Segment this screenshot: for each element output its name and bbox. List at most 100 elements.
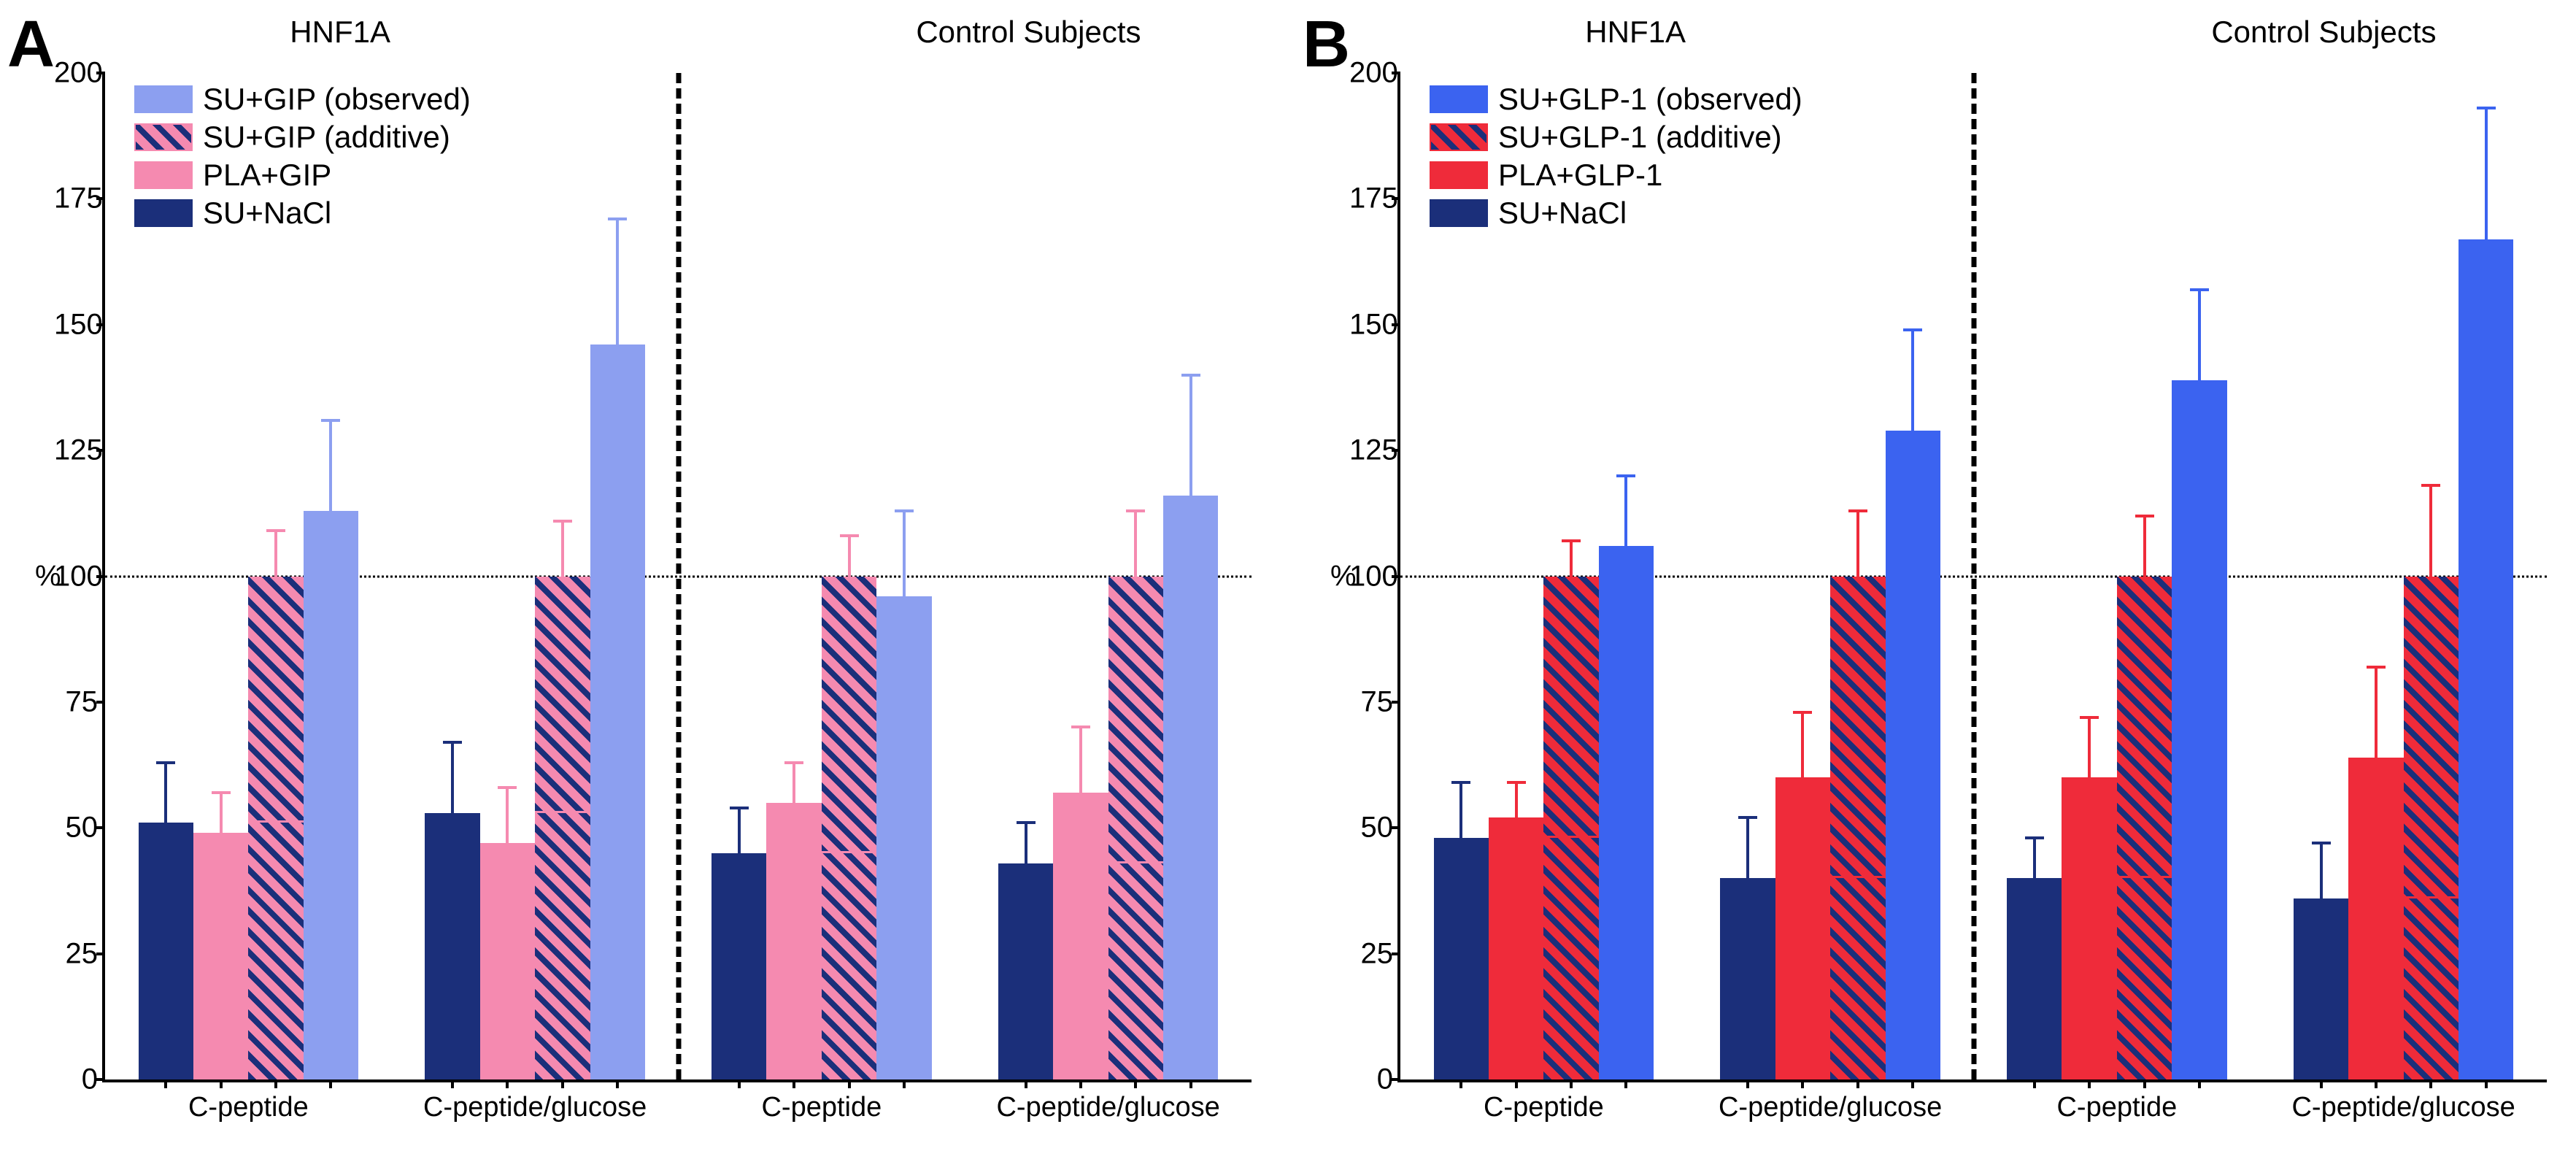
- y-tick-label: 50: [54, 812, 98, 844]
- error-cap: [1616, 474, 1635, 477]
- x-tick-mark: [738, 1079, 741, 1088]
- legend-label: SU+GIP (additive): [203, 120, 450, 155]
- x-tick-mark: [848, 1079, 851, 1088]
- x-tick-mark: [2143, 1079, 2146, 1088]
- legend-item: SU+NaCl: [134, 196, 471, 231]
- error-bar: [848, 536, 851, 576]
- y-tick-label: 25: [54, 937, 98, 970]
- y-tick-mark: [96, 72, 105, 74]
- y-tick-mark: [96, 826, 105, 829]
- legend-swatch: [1430, 85, 1488, 113]
- y-tick-mark: [96, 1078, 105, 1081]
- y-tick-mark: [1392, 323, 1400, 326]
- additive-divider: [1108, 861, 1163, 863]
- error-cap: [498, 786, 517, 789]
- y-tick-label: 125: [54, 434, 98, 467]
- bar: [2459, 239, 2513, 1079]
- error-cap: [443, 741, 462, 744]
- y-tick-label: 175: [54, 182, 98, 215]
- bar: [712, 853, 766, 1079]
- additive-divider: [1830, 876, 1885, 878]
- bar: [2117, 577, 2172, 1080]
- x-tick-mark: [2485, 1079, 2488, 1088]
- error-bar: [1189, 375, 1192, 496]
- y-tick-mark: [1392, 575, 1400, 578]
- x-tick-mark: [1801, 1079, 1804, 1088]
- y-tick-mark: [96, 323, 105, 326]
- x-tick-mark: [1746, 1079, 1749, 1088]
- bar: [1720, 878, 1775, 1079]
- error-cap: [2135, 515, 2154, 517]
- bar: [1599, 546, 1654, 1079]
- error-cap: [2190, 288, 2209, 291]
- y-tick-mark: [96, 449, 105, 452]
- panel-letter: B: [1303, 7, 1350, 82]
- bar: [876, 596, 931, 1079]
- y-tick-label: 150: [54, 308, 98, 341]
- error-bar: [616, 219, 619, 345]
- error-bar: [738, 808, 741, 853]
- y-tick-mark: [1392, 197, 1400, 200]
- error-cap: [1903, 328, 1922, 331]
- error-cap: [321, 419, 340, 422]
- y-tick-label: 25: [1349, 937, 1393, 970]
- legend-item: PLA+GLP-1: [1430, 158, 1802, 193]
- bar: [2062, 777, 2116, 1079]
- x-tick-mark: [1515, 1079, 1518, 1088]
- error-cap: [2025, 836, 2044, 839]
- x-axis-label: C-peptide/glucose: [2291, 1092, 2515, 1123]
- error-cap: [1507, 781, 1526, 784]
- error-bar: [164, 763, 167, 823]
- y-tick-mark: [96, 952, 105, 955]
- x-axis-label: C-peptide: [2056, 1092, 2177, 1123]
- error-bar: [903, 511, 906, 596]
- error-bar: [220, 793, 223, 833]
- y-tick-label: 50: [1349, 812, 1393, 844]
- bar: [822, 577, 876, 1080]
- bar: [248, 577, 303, 1080]
- y-tick-label: 0: [1349, 1063, 1393, 1096]
- error-bar: [2429, 485, 2432, 576]
- plot-area: %0255075100125150175200C-peptideC-peptid…: [102, 73, 1252, 1082]
- legend: SU+GIP (observed)SU+GIP (additive)PLA+GI…: [134, 82, 471, 234]
- y-tick-label: 200: [54, 57, 98, 90]
- error-bar: [274, 531, 277, 576]
- x-tick-mark: [164, 1079, 167, 1088]
- x-tick-mark: [2429, 1079, 2432, 1088]
- error-cap: [2312, 842, 2331, 844]
- additive-divider: [1543, 836, 1598, 838]
- y-tick-label: 200: [1349, 57, 1393, 90]
- error-cap: [730, 807, 749, 809]
- legend-label: PLA+GLP-1: [1498, 158, 1662, 193]
- error-cap: [1793, 711, 1812, 714]
- error-bar: [1025, 823, 1027, 863]
- error-cap: [608, 218, 627, 220]
- bar: [1886, 431, 1940, 1079]
- y-tick-label: 100: [1349, 560, 1393, 593]
- bar: [1053, 793, 1108, 1079]
- x-tick-mark: [1189, 1079, 1192, 1088]
- error-cap: [553, 520, 572, 523]
- x-tick-mark: [274, 1079, 277, 1088]
- x-tick-mark: [1079, 1079, 1082, 1088]
- error-cap: [266, 529, 285, 532]
- y-tick-label: 175: [1349, 182, 1393, 215]
- legend-swatch: [1430, 123, 1488, 151]
- x-axis-label: C-peptide/glucose: [423, 1092, 647, 1123]
- legend-swatch: [134, 161, 193, 189]
- legend-item: SU+GLP-1 (additive): [1430, 120, 1802, 155]
- error-bar: [1459, 782, 1462, 838]
- error-bar: [451, 742, 454, 813]
- error-cap: [1562, 539, 1581, 542]
- legend-swatch: [1430, 161, 1488, 189]
- x-tick-mark: [793, 1079, 795, 1088]
- error-bar: [2088, 717, 2091, 778]
- x-tick-mark: [903, 1079, 906, 1088]
- error-bar: [2143, 516, 2146, 577]
- error-cap: [2421, 484, 2440, 487]
- bar: [2294, 898, 2348, 1079]
- x-tick-mark: [561, 1079, 564, 1088]
- error-cap: [1126, 509, 1145, 512]
- bar: [2007, 878, 2062, 1079]
- bar: [590, 345, 645, 1079]
